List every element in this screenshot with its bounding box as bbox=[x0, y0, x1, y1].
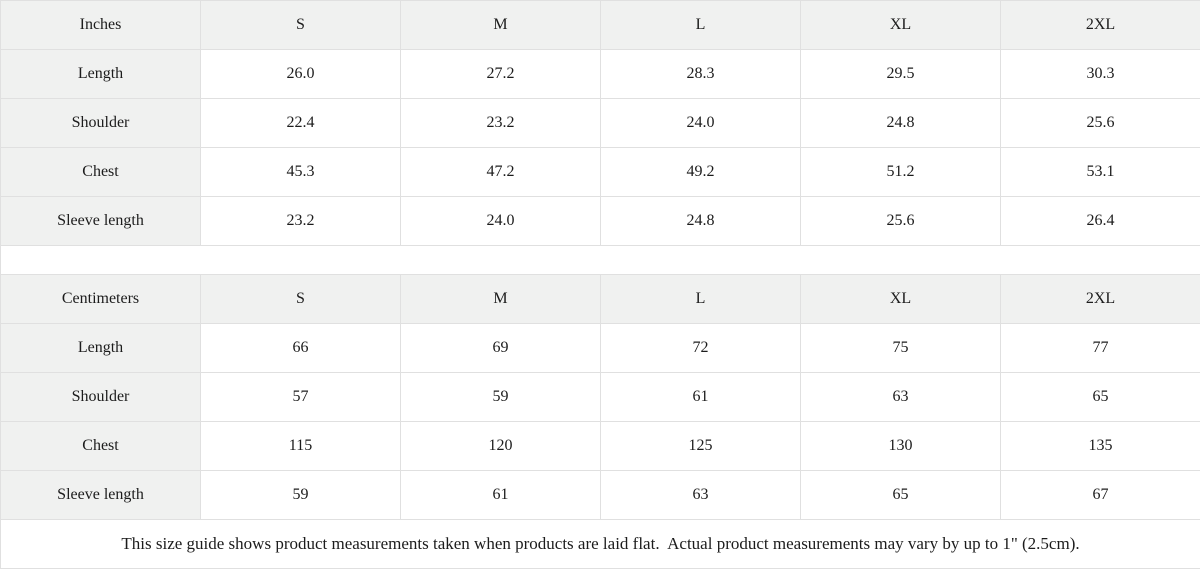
measurement-cell: 130 bbox=[800, 421, 1001, 471]
measurement-cell: 59 bbox=[400, 372, 601, 422]
measurement-cell: 29.5 bbox=[800, 49, 1001, 99]
row-label-cell: Chest bbox=[0, 147, 201, 197]
spacer-row bbox=[0, 245, 1200, 275]
measurement-cell: 47.2 bbox=[400, 147, 601, 197]
measurement-cell: 75 bbox=[800, 323, 1001, 373]
size-header-cell: XL bbox=[800, 274, 1001, 324]
row-label-cell: Shoulder bbox=[0, 372, 201, 422]
size-header-cell: S bbox=[200, 274, 401, 324]
table-row: Sleeve length 59 61 63 65 67 bbox=[0, 470, 1200, 520]
footer-row: This size guide shows product measuremen… bbox=[0, 519, 1200, 569]
measurement-cell: 30.3 bbox=[1000, 49, 1200, 99]
measurement-cell: 24.0 bbox=[400, 196, 601, 246]
measurement-cell: 63 bbox=[800, 372, 1001, 422]
measurement-cell: 23.2 bbox=[400, 98, 601, 148]
measurement-cell: 49.2 bbox=[600, 147, 801, 197]
measurement-cell: 61 bbox=[600, 372, 801, 422]
table-row: Sleeve length 23.2 24.0 24.8 25.6 26.4 bbox=[0, 196, 1200, 246]
table-row: Shoulder 57 59 61 63 65 bbox=[0, 372, 1200, 422]
table-row: Length 66 69 72 75 77 bbox=[0, 323, 1200, 373]
row-label-cell: Length bbox=[0, 323, 201, 373]
measurement-cell: 66 bbox=[200, 323, 401, 373]
measurement-cell: 135 bbox=[1000, 421, 1200, 471]
measurement-cell: 26.4 bbox=[1000, 196, 1200, 246]
spacer-cell bbox=[0, 245, 1200, 275]
measurement-cell: 22.4 bbox=[200, 98, 401, 148]
size-header-cell: M bbox=[400, 0, 601, 50]
measurement-cell: 24.0 bbox=[600, 98, 801, 148]
measurement-cell: 63 bbox=[600, 470, 801, 520]
size-header-cell: 2XL bbox=[1000, 0, 1200, 50]
row-label-cell: Sleeve length bbox=[0, 470, 201, 520]
table-row: Chest 45.3 47.2 49.2 51.2 53.1 bbox=[0, 147, 1200, 197]
size-header-cell: M bbox=[400, 274, 601, 324]
measurement-cell: 25.6 bbox=[1000, 98, 1200, 148]
row-label-cell: Chest bbox=[0, 421, 201, 471]
measurement-cell: 51.2 bbox=[800, 147, 1001, 197]
measurement-cell: 59 bbox=[200, 470, 401, 520]
unit-header-cell: Centimeters bbox=[0, 274, 201, 324]
measurement-cell: 57 bbox=[200, 372, 401, 422]
size-header-cell: 2XL bbox=[1000, 274, 1200, 324]
size-header-cell: XL bbox=[800, 0, 1001, 50]
size-header-cell: L bbox=[600, 274, 801, 324]
measurement-cell: 27.2 bbox=[400, 49, 601, 99]
measurement-cell: 67 bbox=[1000, 470, 1200, 520]
centimeters-header-row: Centimeters S M L XL 2XL bbox=[0, 274, 1200, 324]
measurement-cell: 65 bbox=[1000, 372, 1200, 422]
row-label-cell: Length bbox=[0, 49, 201, 99]
row-label-cell: Sleeve length bbox=[0, 196, 201, 246]
measurement-cell: 115 bbox=[200, 421, 401, 471]
measurement-cell: 77 bbox=[1000, 323, 1200, 373]
measurement-cell: 65 bbox=[800, 470, 1001, 520]
table-row: Length 26.0 27.2 28.3 29.5 30.3 bbox=[0, 49, 1200, 99]
unit-header-cell: Inches bbox=[0, 0, 201, 50]
measurement-cell: 25.6 bbox=[800, 196, 1001, 246]
measurement-cell: 23.2 bbox=[200, 196, 401, 246]
row-label-cell: Shoulder bbox=[0, 98, 201, 148]
footer-note: This size guide shows product measuremen… bbox=[0, 519, 1200, 569]
size-header-cell: S bbox=[200, 0, 401, 50]
size-header-cell: L bbox=[600, 0, 801, 50]
measurement-cell: 120 bbox=[400, 421, 601, 471]
measurement-cell: 69 bbox=[400, 323, 601, 373]
table-row: Chest 115 120 125 130 135 bbox=[0, 421, 1200, 471]
measurement-cell: 28.3 bbox=[600, 49, 801, 99]
measurement-cell: 125 bbox=[600, 421, 801, 471]
measurement-cell: 53.1 bbox=[1000, 147, 1200, 197]
measurement-cell: 61 bbox=[400, 470, 601, 520]
table-row: Shoulder 22.4 23.2 24.0 24.8 25.6 bbox=[0, 98, 1200, 148]
measurement-cell: 72 bbox=[600, 323, 801, 373]
measurement-cell: 45.3 bbox=[200, 147, 401, 197]
measurement-cell: 26.0 bbox=[200, 49, 401, 99]
measurement-cell: 24.8 bbox=[800, 98, 1001, 148]
measurement-cell: 24.8 bbox=[600, 196, 801, 246]
inches-header-row: Inches S M L XL 2XL bbox=[0, 0, 1200, 50]
